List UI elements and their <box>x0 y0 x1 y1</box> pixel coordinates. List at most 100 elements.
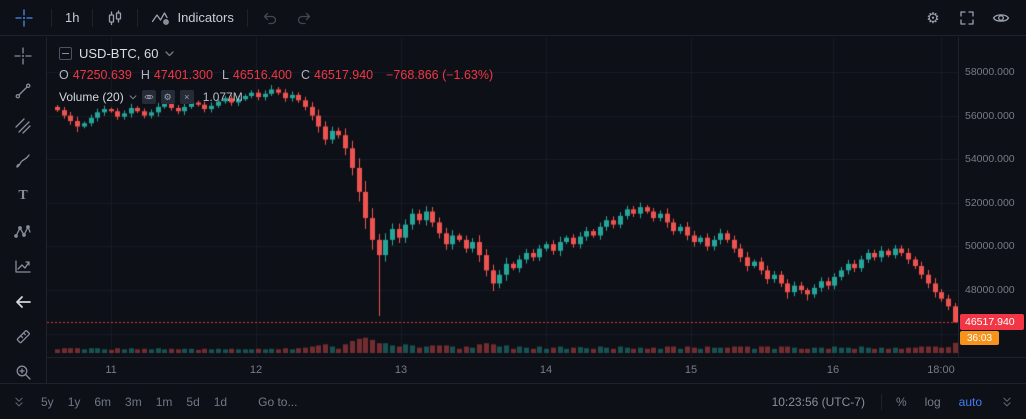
zoom-tool-button[interactable] <box>6 361 40 383</box>
time-tick-label: 14 <box>539 364 553 376</box>
volume-remove-button[interactable]: × <box>179 90 194 104</box>
chevron-down-icon <box>165 50 175 57</box>
symbol-row[interactable]: USD-BTC, 60 <box>59 46 493 61</box>
trendline-tool-button[interactable] <box>6 80 40 102</box>
text-tool-icon: T <box>18 188 28 204</box>
clock-label: 10:23:56 (UTC-7) <box>771 394 865 409</box>
indicators-button[interactable]: Indicators <box>142 4 242 32</box>
range-button-1d[interactable]: 1d <box>207 391 234 413</box>
forecast-tool-button[interactable] <box>6 256 40 278</box>
gear-icon: ⚙ <box>163 91 172 102</box>
candlestick-chart[interactable] <box>47 37 958 357</box>
volume-settings-button[interactable]: ⚙ <box>160 90 175 104</box>
pitchfork-tool-button[interactable] <box>6 115 40 137</box>
time-axis[interactable]: 11 12 13 14 15 16 18:00 <box>47 357 1026 383</box>
crosshair-mode-icon[interactable] <box>0 0 47 35</box>
clock-button[interactable]: 10:23:56 (UTC-7) <box>766 394 871 410</box>
volume-row: Volume (20) ⚙ × 1.077M <box>59 90 493 104</box>
brush-tool-button[interactable] <box>6 150 40 172</box>
high-value: 47401.300 <box>153 68 213 82</box>
range-buttons: 5y 1y 6m 3m 1m 5d 1d <box>34 391 234 413</box>
undo-button[interactable] <box>252 4 287 32</box>
time-tick-label: 16 <box>826 364 840 376</box>
collapse-right-button[interactable] <box>996 391 1018 413</box>
gear-icon: ⚙ <box>926 9 940 27</box>
range-button-1m[interactable]: 1m <box>149 391 180 413</box>
legend-collapse-icon[interactable] <box>59 47 72 60</box>
chart-style-button[interactable] <box>97 4 133 32</box>
volume-visibility-button[interactable] <box>141 90 156 104</box>
divider <box>246 8 248 27</box>
chevron-down-icon <box>129 94 137 100</box>
change-value: −768.866 (−1.63%) <box>386 68 494 82</box>
top-toolbar: 1h Indicators ⚙ <box>0 0 1026 36</box>
low-label: L <box>221 68 229 82</box>
range-button-5y[interactable]: 5y <box>34 391 61 413</box>
settings-gear-button[interactable]: ⚙ <box>918 4 948 32</box>
price-tick-label: 52000.000 <box>965 196 1015 209</box>
drawing-toolbar: T <box>0 37 47 383</box>
redo-button[interactable] <box>287 4 322 32</box>
fullscreen-button[interactable] <box>952 4 982 32</box>
double-chevron-down-icon <box>1003 397 1011 406</box>
hide-drawings-button[interactable] <box>6 291 40 313</box>
percent-scale-button[interactable]: % <box>892 393 911 411</box>
bottom-toolbar: 5y 1y 6m 3m 1m 5d 1d Go to... 10:23:56 (UTC-7)… <box>0 383 1026 419</box>
price-tick-label: 54000.000 <box>965 153 1015 166</box>
auto-label: auto <box>958 394 982 409</box>
double-chevron-down-icon <box>15 397 23 406</box>
range-button-1y[interactable]: 1y <box>61 391 88 413</box>
pitchfork-icon <box>15 118 31 134</box>
measure-tool-button[interactable] <box>6 326 40 348</box>
text-tool-button[interactable]: T <box>6 185 40 207</box>
divider <box>51 8 52 27</box>
log-scale-button[interactable]: log <box>921 393 945 411</box>
price-axis[interactable]: 46517.940 36:03 58000.000 56000.000 54000.… <box>958 37 1026 383</box>
symbol-title: USD-BTC, 60 <box>79 46 159 61</box>
divider <box>137 8 139 27</box>
measure-ruler-icon <box>16 329 30 344</box>
divider <box>880 393 882 410</box>
range-button-5d[interactable]: 5d <box>179 391 206 413</box>
range-button-6m[interactable]: 6m <box>87 391 118 413</box>
top-right-controls: ⚙ <box>918 4 1026 32</box>
open-value: 47250.639 <box>72 68 132 82</box>
interval-button[interactable]: 1h <box>56 4 88 32</box>
visibility-button[interactable] <box>986 4 1016 32</box>
trendline-icon <box>15 83 31 99</box>
price-tick-label: 48000.000 <box>965 284 1015 296</box>
close-icon: × <box>184 92 190 102</box>
open-label: O <box>59 68 69 82</box>
last-price-badge: 46517.940 <box>960 314 1024 331</box>
crosshair-tool-button[interactable] <box>6 45 40 67</box>
collapse-left-button[interactable] <box>8 391 30 413</box>
interval-label: 1h <box>65 10 80 25</box>
time-tick-label: 11 <box>105 364 117 376</box>
forecast-icon <box>15 259 31 273</box>
price-tick-label: 58000.000 <box>965 66 1015 78</box>
log-label: log <box>924 394 941 409</box>
goto-label: Go to... <box>258 394 298 409</box>
xabcd-pattern-icon <box>14 224 31 238</box>
ohlc-row: O 47250.639 H 47401.300 L 46516.400 C 46517.… <box>59 68 493 82</box>
range-button-3m[interactable]: 3m <box>118 391 149 413</box>
bar-countdown-badge: 36:03 <box>960 331 1000 346</box>
countdown-value: 36:03 <box>967 332 993 344</box>
time-tick-label: 12 <box>249 364 263 376</box>
volume-label: Volume (20) <box>59 90 124 104</box>
eye-icon <box>144 94 154 100</box>
indicators-icon <box>151 9 170 27</box>
magnifier-icon <box>16 365 31 380</box>
crosshair-icon <box>14 47 32 65</box>
high-label: H <box>140 68 150 82</box>
last-price-value: 46517.940 <box>965 316 1015 329</box>
goto-button[interactable]: Go to... <box>252 391 303 413</box>
eye-icon <box>992 11 1010 25</box>
auto-scale-button[interactable]: auto <box>955 393 986 411</box>
chart-pane[interactable]: USD-BTC, 60 O 47250.639 H 47401.300 L 46516… <box>47 37 958 357</box>
time-tick-label: 15 <box>684 364 698 376</box>
pattern-tool-button[interactable] <box>6 220 40 242</box>
close-value: 46517.940 <box>314 68 374 82</box>
arrow-left-icon <box>16 295 31 308</box>
percent-label: % <box>895 394 907 409</box>
